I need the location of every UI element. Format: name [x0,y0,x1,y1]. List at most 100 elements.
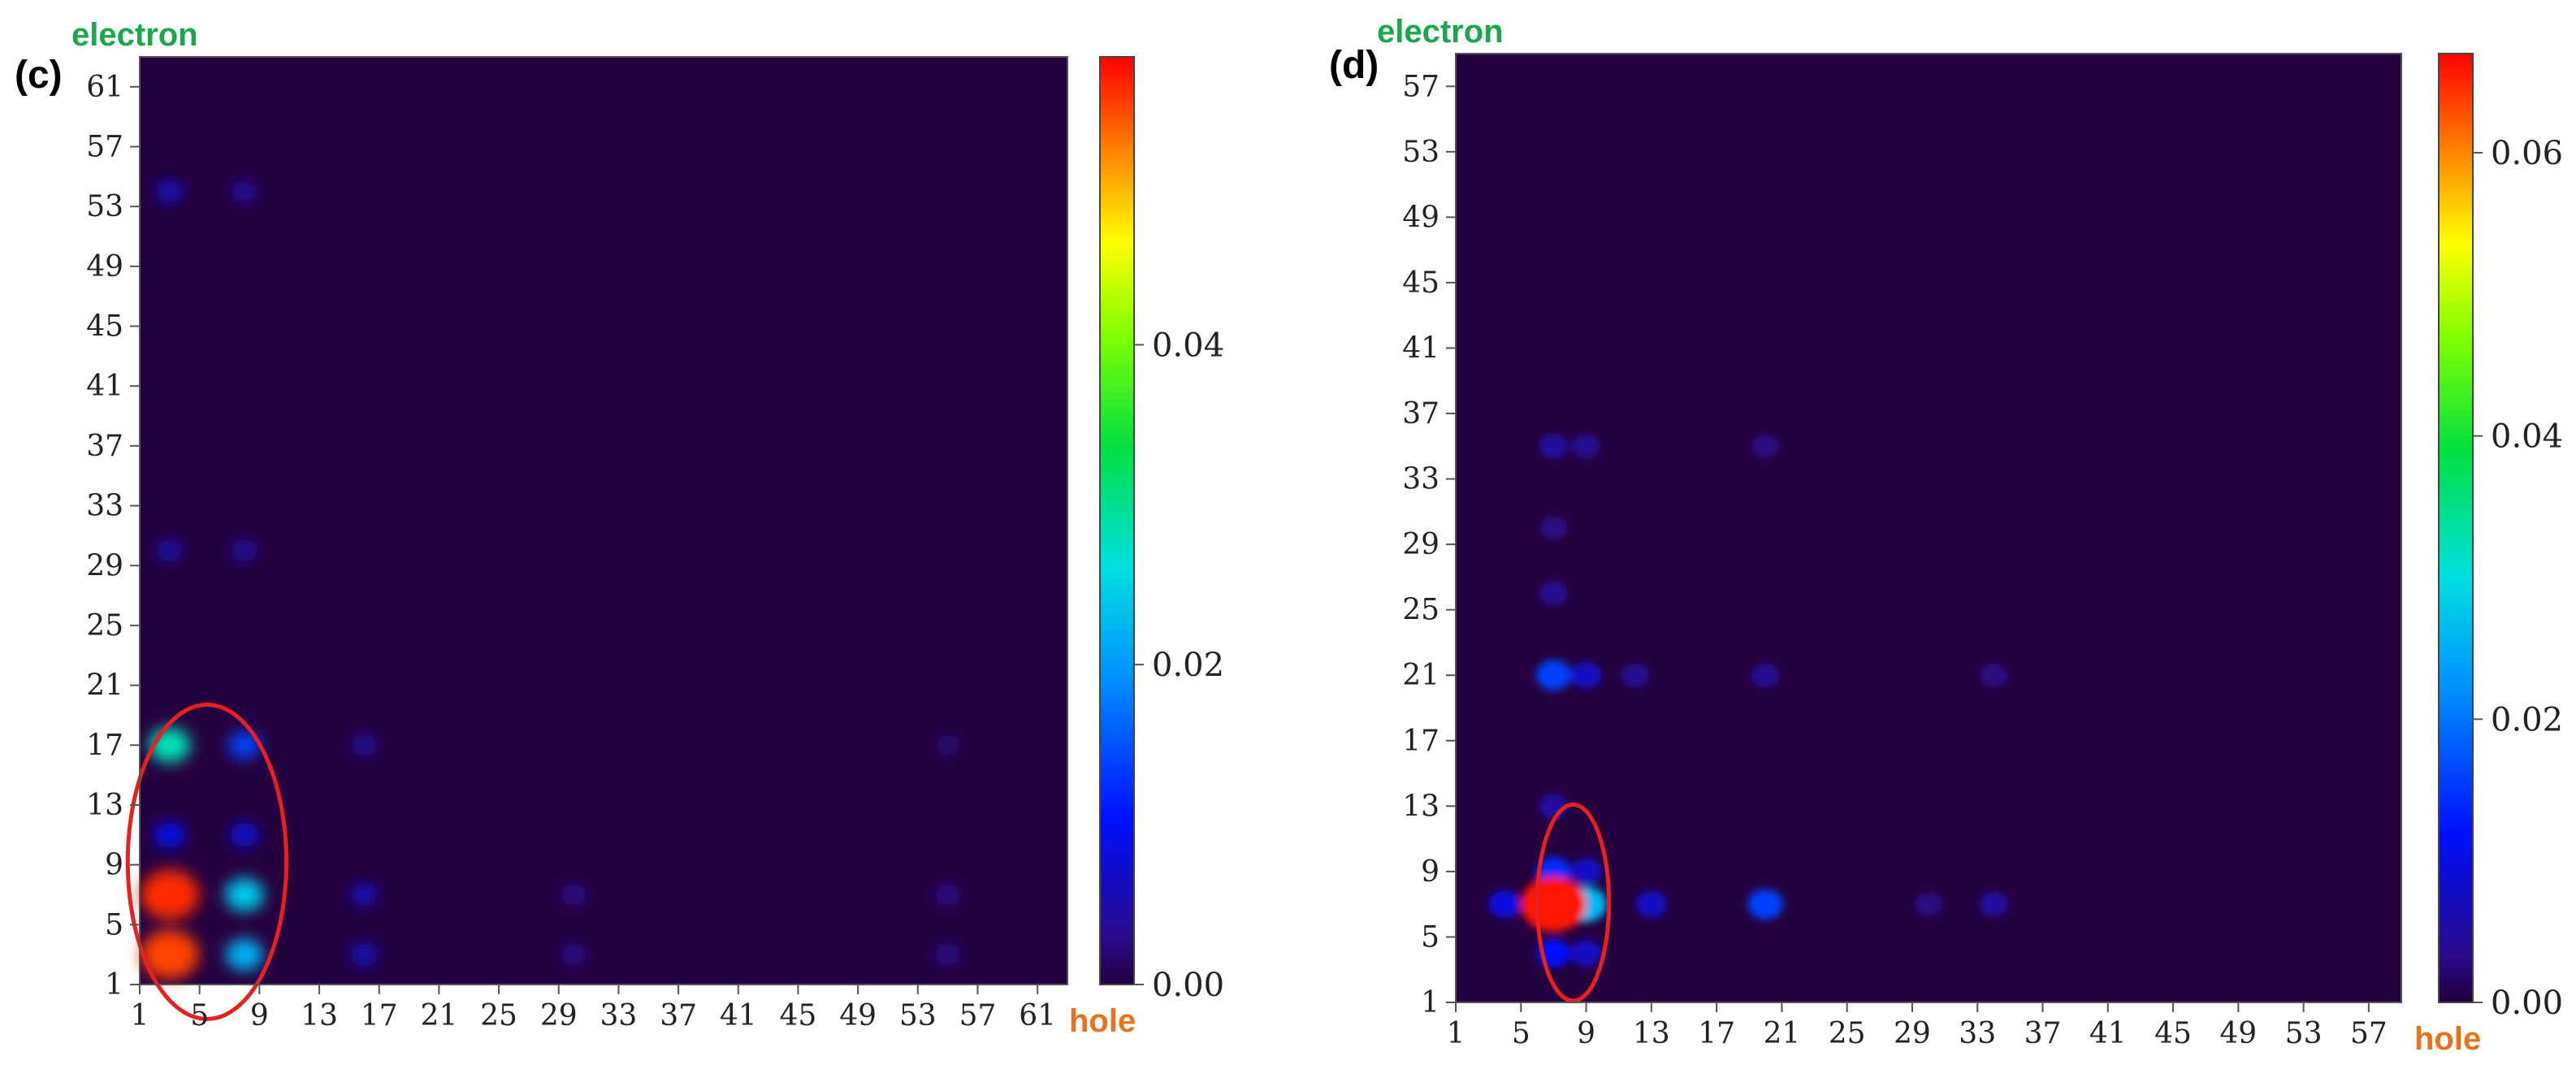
colorbar-c: 0.00 0.02 0.04 [1099,56,1224,1004]
y-tick-label: 57 [86,131,123,164]
colorbar-tick-label: 0.06 [2491,135,2563,172]
y-tick-label: 29 [86,549,123,582]
y-tick-label: 1 [105,968,123,1002]
colorbar-tick-label: 0.00 [1152,967,1224,1004]
x-tick-label: 53 [2285,1017,2323,1050]
heatmap-c-hotspot [350,942,379,967]
colorbar-c-ticks: 0.00 0.02 0.04 [1134,327,1224,1004]
heatmap-d-hotspot [1539,516,1568,540]
y-tick-label: 13 [86,789,123,822]
x-tick-label: 5 [190,999,209,1032]
heatmap-d-hotspot [1521,876,1587,933]
x-tick-label: 25 [1829,1017,1866,1050]
colorbar-tick-label: 0.04 [1152,327,1224,364]
heatmap-c-hotspot [351,734,378,757]
y-tick-label: 49 [1402,201,1440,234]
x-tick-label: 21 [1763,1017,1800,1050]
y-tick-label: 9 [1421,855,1440,889]
highlight-ellipse-d [1535,802,1612,1003]
panel-d-ylabel: electron [1377,14,1504,50]
heatmap-c [125,56,1068,1021]
y-tick-label: 5 [105,908,123,941]
panel-d-xlabel: hole [2414,1021,2481,1057]
heatmap-d-hotspot [1535,660,1572,690]
heatmap-c-hotspot [227,731,262,760]
x-tick-label: 29 [1894,1017,1931,1050]
y-tick-label: 33 [1402,463,1440,496]
y-tick-label: 25 [1402,594,1440,627]
heatmap-d-background [1456,54,2401,1002]
x-tick-label: 61 [1019,999,1056,1032]
x-tick-label: 33 [1959,1017,1996,1050]
x-tick-label: 29 [540,999,578,1032]
heatmap-d-hotspot [1979,891,2009,917]
x-tick-label: 57 [959,999,997,1032]
y-tick-label: 21 [1402,659,1440,692]
y-tick-label: 29 [1402,528,1440,561]
x-tick-label: 53 [899,999,937,1032]
x-tick-label: 1 [1447,1017,1466,1050]
x-tick-label: 17 [361,999,398,1032]
colorbar-d-gradient [2438,53,2474,1003]
y-tick-label: 13 [1402,790,1440,823]
heatmap-d-hotspot [1539,581,1568,606]
heatmap-c-hotspot [141,929,199,980]
x-tick-label: 45 [780,999,817,1032]
x-tick-label: 1 [131,999,149,1032]
heatmap-d [1455,53,2402,1003]
y-tick-label: 33 [86,490,123,523]
heatmap-d-hotspot [1980,663,2008,687]
colorbar-tick-label: 0.02 [2491,701,2563,738]
heatmap-d-hotspot [1539,434,1569,459]
colorbar-d: 0.00 0.02 0.04 0.06 [2438,53,2563,1022]
heatmap-d-hotspot [1570,940,1602,967]
y-axis-c: 1 5 9 13 17 21 25 29 33 37 41 45 49 53 57 61 [86,71,140,1002]
heatmap-d-hotspot [1572,434,1601,459]
heatmap-d-hotspot [1570,858,1602,885]
colorbar-tick-label: 0.04 [2491,418,2563,456]
y-tick-label: 57 [1402,70,1440,103]
y-tick-label: 5 [1421,920,1440,954]
y-axis-d: 1 5 9 13 17 21 25 29 33 37 41 45 49 53 57 [1402,70,1456,1019]
x-tick-label: 57 [2350,1017,2388,1050]
heatmap-c-hotspot [140,869,199,920]
y-tick-label: 9 [105,849,123,882]
heatmap-d-frame [1455,53,2402,1003]
heatmap-c-hotspot [561,943,587,966]
panel-d-label: (d) [1329,44,1379,87]
panel-d: (d) electron hole 1 5 9 13 17 21 25 29 33 37 41 45 4… [1329,14,2563,1057]
y-tick-label: 25 [86,609,123,643]
y-tick-label: 61 [86,71,123,104]
panel-c: (c) electron hole 1 5 9 13 17 21 25 29 33 37 41 45 4… [15,17,1224,1039]
heatmap-c-hotspot [231,180,258,203]
heatmap-c-hotspot [230,822,259,847]
heatmap-c-hotspot [561,883,587,906]
x-tick-label: 37 [660,999,697,1032]
y-tick-label: 37 [86,430,123,463]
y-tick-label: 41 [1402,331,1440,365]
x-tick-label: 17 [1698,1017,1735,1050]
x-tick-label: 25 [480,999,517,1032]
heatmap-c-hotspot [934,883,961,906]
y-tick-label: 49 [86,250,123,283]
heatmap-c-hotspot [350,883,379,907]
x-tick-label: 9 [1577,1017,1595,1050]
y-tick-label: 53 [1402,136,1440,169]
x-tick-label: 33 [600,999,638,1032]
heatmap-c-background [140,57,1067,985]
x-tick-label: 41 [2089,1017,2127,1050]
heatmap-c-hotspot [231,539,258,562]
x-tick-label: 13 [1633,1017,1670,1050]
heatmap-d-hotspot [1747,889,1784,920]
panel-c-ylabel: electron [71,17,198,53]
heatmap-c-hotspot [225,938,264,971]
x-tick-label: 13 [301,999,338,1032]
heatmap-d-hotspot [1914,892,1943,916]
heatmap-d-hotspot [1751,434,1780,458]
panel-c-xlabel: hole [1069,1003,1136,1039]
heatmap-d-hotspot [1635,891,1667,918]
heatmap-d-hotspot [1621,663,1650,688]
y-tick-label: 37 [1402,397,1440,431]
x-tick-label: 49 [839,999,877,1032]
y-tick-label: 41 [86,370,123,403]
